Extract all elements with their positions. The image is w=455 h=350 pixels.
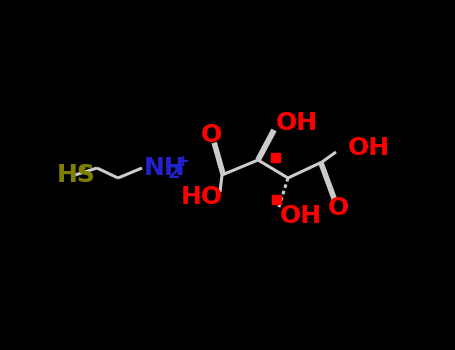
Text: HS: HS xyxy=(57,163,96,187)
Text: O: O xyxy=(200,123,222,147)
Text: HO: HO xyxy=(181,185,223,209)
Text: NH: NH xyxy=(144,156,186,180)
Text: +: + xyxy=(176,154,189,168)
Text: OH: OH xyxy=(348,136,390,160)
Text: OH: OH xyxy=(280,204,322,228)
Bar xyxy=(271,153,280,162)
Bar xyxy=(272,195,281,204)
Text: OH: OH xyxy=(276,111,318,135)
Text: O: O xyxy=(328,196,349,220)
Text: 2: 2 xyxy=(168,164,181,182)
Text: •: • xyxy=(79,162,86,175)
